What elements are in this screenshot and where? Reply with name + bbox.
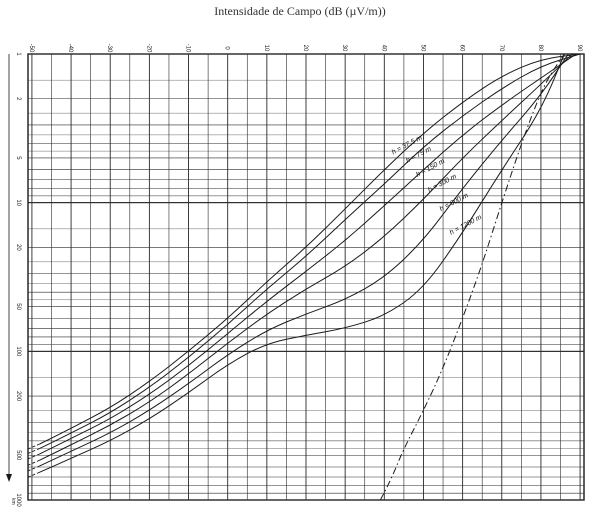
- series-extension-3: [27, 453, 40, 460]
- series-line-7: [379, 53, 565, 501]
- y-tick-label: 10: [15, 199, 21, 206]
- x-tick-label: 80: [537, 45, 543, 52]
- y-tick-label: 1: [15, 52, 21, 56]
- series-extension-2: [27, 448, 40, 454]
- curve-label-6: h = 1200 m: [449, 214, 484, 237]
- x-tick-label: -20: [145, 44, 151, 53]
- x-tick-label: 40: [380, 45, 386, 52]
- x-tick-label: -30: [106, 44, 112, 53]
- x-tick-label: 50: [419, 45, 425, 52]
- y-tick-label: 200: [15, 391, 21, 402]
- x-tick-label: 60: [459, 45, 465, 52]
- chart-grid: [27, 53, 585, 501]
- y-tick-label: 2: [15, 97, 21, 101]
- x-tick-label: 10: [263, 45, 269, 52]
- x-tick-label: 90: [576, 45, 582, 52]
- x-tick-label: -40: [67, 44, 73, 53]
- series-line-3: [39, 53, 577, 455]
- y-tick-label: 20: [15, 244, 21, 251]
- axis-ticks: -50 -40 -30 -20 -10 0 10 20 30 40 50 60 70 80 90 1 2 5 10 2…: [6, 44, 582, 507]
- series-extension-5: [27, 465, 40, 472]
- y-tick-label: 100: [15, 346, 21, 357]
- series-line-1: [39, 53, 581, 445]
- x-tick-label: 70: [498, 45, 504, 52]
- y-tick-label: 1000: [15, 493, 21, 507]
- y-tick-label: 500: [15, 450, 21, 461]
- curve-label-2: h = 75 m: [405, 146, 433, 165]
- chart-curves: [27, 53, 581, 501]
- curve-labels: h = 37,5 mh = 75 mh = 150 mh = 300 mh = …: [391, 134, 483, 236]
- x-tick-label: 0: [224, 46, 230, 50]
- series-line-6: [39, 53, 565, 473]
- x-tick-label: 30: [341, 45, 347, 52]
- x-tick-label: 20: [302, 45, 308, 52]
- y-axis-arrowhead: [6, 474, 12, 482]
- y-tick-label: 5: [15, 156, 21, 160]
- y-axis-unit: km: [10, 498, 16, 505]
- series-extension-1: [27, 443, 40, 450]
- series-line-2: [39, 53, 581, 449]
- y-tick-label: 50: [15, 303, 21, 310]
- series-line-5: [39, 53, 569, 467]
- x-tick-label: -50: [28, 44, 34, 53]
- series-extension-4: [27, 459, 40, 466]
- chart-title: Intensidade de Campo (dB (µV/m)): [214, 4, 386, 18]
- x-tick-label: -10: [185, 44, 191, 53]
- series-extension-6: [27, 471, 40, 478]
- series-line-4: [39, 53, 573, 461]
- curve-label-3: h = 150 m: [415, 158, 446, 179]
- curve-label-4: h = 300 m: [427, 173, 458, 194]
